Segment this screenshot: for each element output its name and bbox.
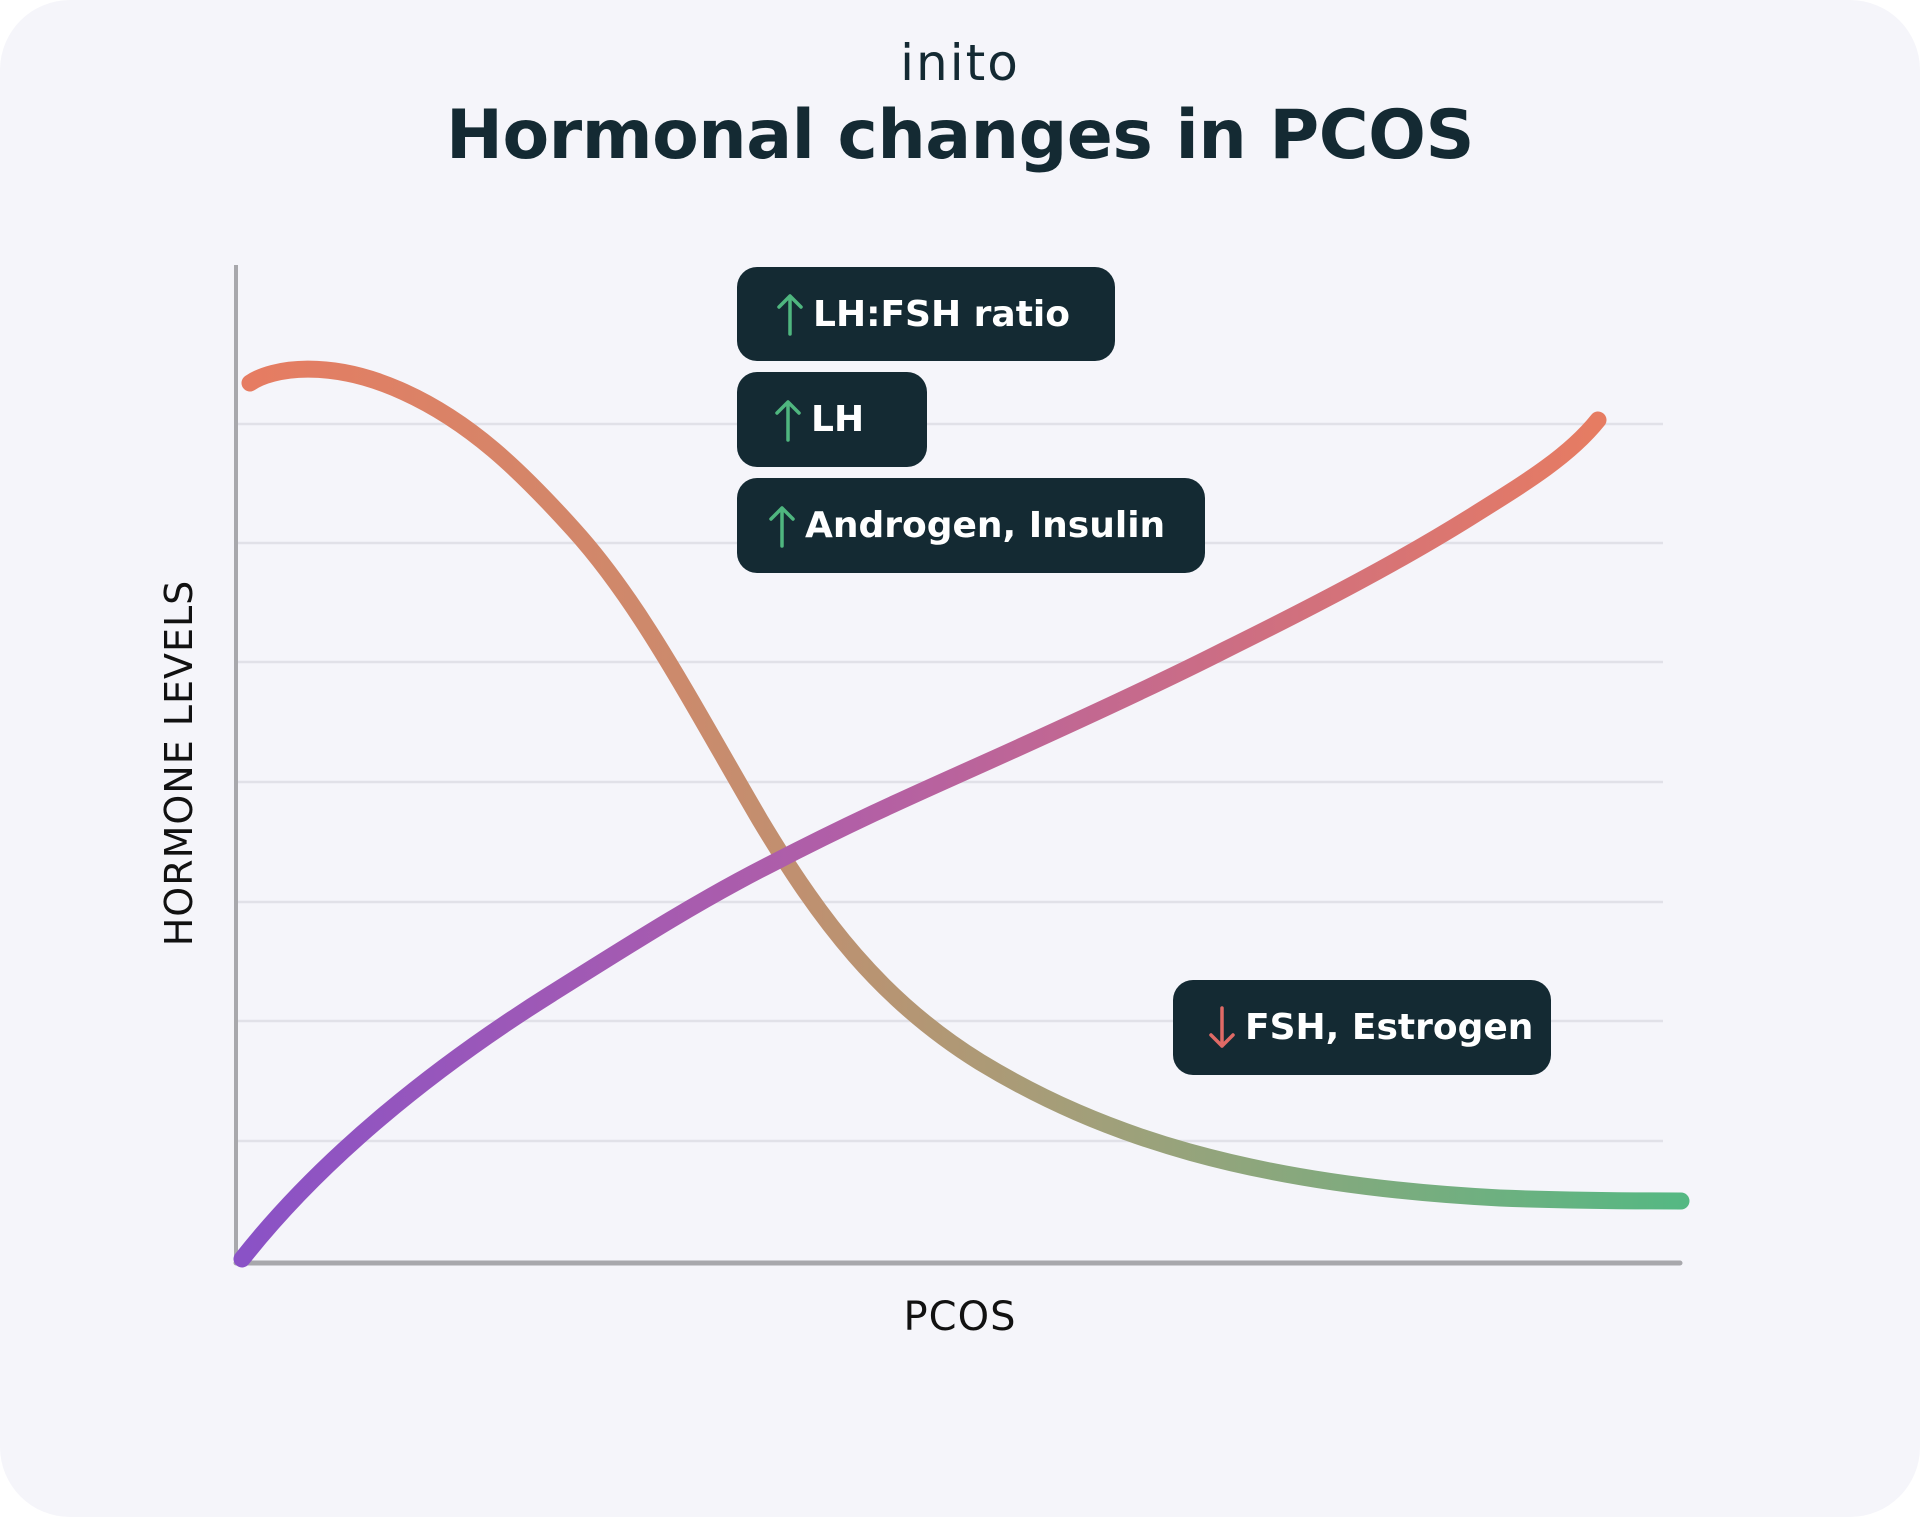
falling-curve-fsh-estrogen [241,360,1690,1210]
annotation-label: LH:FSH ratio [813,293,1070,335]
inito-logo: inito [0,34,1920,92]
down-arrow-icon [1209,1005,1235,1048]
annotation-androgen-insulin: Androgen, Insulin [737,478,1205,573]
up-arrow-icon [775,399,801,442]
up-arrow-icon [777,294,803,336]
rising-curve-lh-androgen [233,411,1607,1268]
up-arrow-icon [769,505,795,548]
logo-text: inito [900,34,1020,92]
y-axis-label: HORMONE LEVELS [157,579,201,947]
annotation-fsh-estrogen: FSH, Estrogen [1173,980,1551,1075]
annotation-label: Androgen, Insulin [805,505,1166,546]
x-axis-label: PCOS [903,1294,1017,1340]
annotation-lh-fsh-ratio: LH:FSH ratio [737,267,1115,361]
chart-title: Hormonal changes in PCOS [446,96,1474,175]
annotation-label: LH [811,399,865,440]
annotation-label: FSH, Estrogen [1245,1007,1534,1048]
annotation-lh: LH [737,372,927,467]
